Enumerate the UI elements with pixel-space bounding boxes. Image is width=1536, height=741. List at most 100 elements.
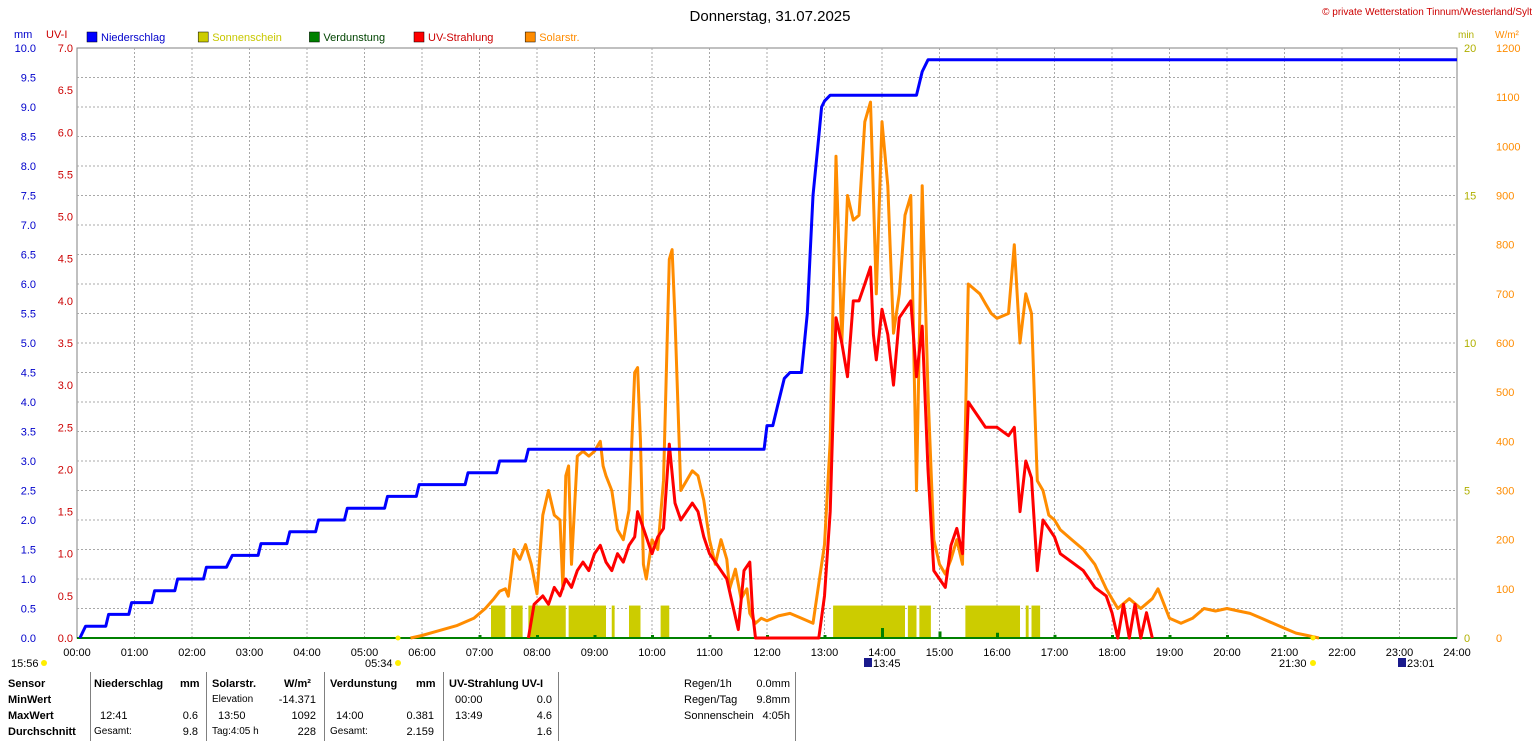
wm2-tick-label: 100: [1496, 584, 1514, 596]
uvi-tick-label: 5.0: [58, 212, 73, 224]
sunshine-bar: [919, 605, 931, 638]
tide2-label: 23:01: [1407, 658, 1435, 670]
x-tick-label: 15:00: [926, 647, 954, 659]
x-tick-label: 05:00: [351, 647, 379, 659]
sunrise-label: 05:34: [365, 658, 393, 670]
x-tick-label: 20:00: [1213, 647, 1241, 659]
uv-max-time: 13:49: [455, 710, 483, 722]
evaporation-tick: [536, 635, 539, 638]
sunshine-bar: [611, 605, 615, 638]
sunshine-bar: [1031, 605, 1041, 638]
summary-label-rainday: Regen/Tag: [684, 694, 738, 706]
evaporation-tick: [996, 632, 999, 638]
mm-tick-label: 3.0: [21, 456, 36, 468]
row-label-sensor: Sensor: [8, 678, 46, 690]
x-tick-label: 08:00: [523, 647, 551, 659]
uvi-tick-label: 2.5: [58, 422, 73, 434]
uv-min-time: 00:00: [455, 694, 483, 706]
mm-tick-label: 5.0: [21, 338, 36, 350]
uv-header: UV-Strahlung UV-I: [449, 678, 544, 690]
solar-avg-value: 228: [297, 726, 316, 738]
solar-unit: W/m²: [284, 678, 311, 690]
wm2-tick-label: 700: [1496, 289, 1514, 301]
verdunstung-total-label: Gesamt:: [330, 726, 368, 737]
sunshine-bar: [528, 605, 566, 638]
mm-tick-label: 1.0: [21, 574, 36, 586]
legend-label: Niederschlag: [101, 32, 165, 44]
summary-label-rain1h: Regen/1h: [684, 678, 732, 690]
sunshine-bar: [965, 605, 1020, 638]
row-label-max: MaxWert: [8, 710, 54, 722]
axis-unit-min: min: [1458, 30, 1474, 41]
axis-unit-uvi: UV-I: [46, 29, 67, 41]
uv-avg-value: 1.6: [536, 726, 552, 738]
mm-tick-label: 0.5: [21, 604, 36, 616]
wm2-tick-label: 0: [1496, 633, 1502, 645]
sunshine-bar: [833, 605, 905, 638]
wm2-tick-label: 1000: [1496, 141, 1520, 153]
wm2-tick-label: 300: [1496, 486, 1514, 498]
uvi-tick-label: 0.5: [58, 591, 73, 603]
verdunstung-total-value: 2.159: [406, 726, 434, 738]
sunshine-bar: [660, 605, 670, 638]
x-tick-label: 00:00: [63, 647, 91, 659]
divider: [324, 672, 325, 741]
sunshine-bar: [491, 605, 506, 638]
mm-tick-label: 8.5: [21, 132, 36, 144]
tide-icon: [1398, 658, 1406, 667]
mm-tick-label: 1.5: [21, 545, 36, 557]
uv-radiation-line: [526, 265, 1154, 640]
evaporation-tick: [1111, 635, 1114, 638]
evaporation-tick: [938, 631, 942, 638]
mm-tick-label: 7.0: [21, 220, 36, 232]
axis-unit-mm: mm: [14, 29, 32, 41]
row-label-avg: Durchschnitt: [8, 726, 76, 738]
mm-tick-label: 6.0: [21, 279, 36, 291]
x-tick-label: 04:00: [293, 647, 321, 659]
x-tick-label: 11:00: [696, 647, 723, 659]
x-tick-label: 18:00: [1098, 647, 1126, 659]
mm-tick-label: 8.0: [21, 161, 36, 173]
solar-max-value: 1092: [291, 710, 316, 722]
evaporation-tick: [881, 628, 884, 638]
solar-avg-label: Tag:4:05 h: [212, 726, 259, 737]
wm2-tick-label: 1100: [1496, 92, 1520, 104]
mm-tick-label: 9.5: [21, 73, 36, 85]
niederschlag-total-label: Gesamt:: [94, 726, 132, 737]
row-label-min: MinWert: [8, 694, 52, 706]
evaporation-tick: [651, 635, 654, 638]
legend-label: UV-Strahlung: [428, 32, 493, 44]
tide1-label: 13:45: [873, 658, 901, 670]
stats-panel: Sensor MinWert MaxWert Durchschnitt Nied…: [0, 672, 1536, 741]
legend-label: Solarstr.: [539, 32, 579, 44]
legend-swatch: [524, 31, 536, 43]
sunrise-sun-icon: [395, 660, 401, 666]
mm-tick-label: 6.5: [21, 250, 36, 262]
mm-tick-label: 4.0: [21, 397, 36, 409]
x-tick-label: 24:00: [1443, 647, 1471, 659]
mm-tick-label: 9.0: [21, 102, 36, 114]
left-time-label: 15:56: [11, 658, 39, 670]
x-tick-label: 01:00: [121, 647, 149, 659]
summary-label-sunshine: Sonnenschein: [684, 710, 754, 722]
mm-tick-label: 0.0: [21, 633, 36, 645]
evaporation-tick: [708, 635, 712, 638]
sunshine-bar: [629, 605, 641, 638]
tide-icon: [864, 658, 872, 667]
uv-max-value: 4.6: [536, 710, 552, 722]
solar-header: Solarstr.: [212, 678, 257, 690]
uvi-tick-label: 3.5: [58, 338, 73, 350]
solar-max-time: 13:50: [218, 710, 246, 722]
evaporation-tick: [1283, 635, 1287, 638]
sunshine-bar: [907, 605, 917, 638]
divider: [795, 672, 796, 741]
niederschlag-header: Niederschlag: [94, 678, 164, 690]
sunshine-bar: [511, 605, 523, 638]
legend-label: Sonnenschein: [212, 32, 282, 44]
sunset-sun-icon: [1310, 660, 1316, 666]
legend-swatch: [309, 31, 320, 43]
solar-min-value: -14.371: [278, 694, 316, 706]
verdunstung-max-value: 0.381: [406, 710, 434, 722]
legend-swatch: [413, 31, 425, 43]
solar-radiation-line: [410, 100, 1320, 640]
